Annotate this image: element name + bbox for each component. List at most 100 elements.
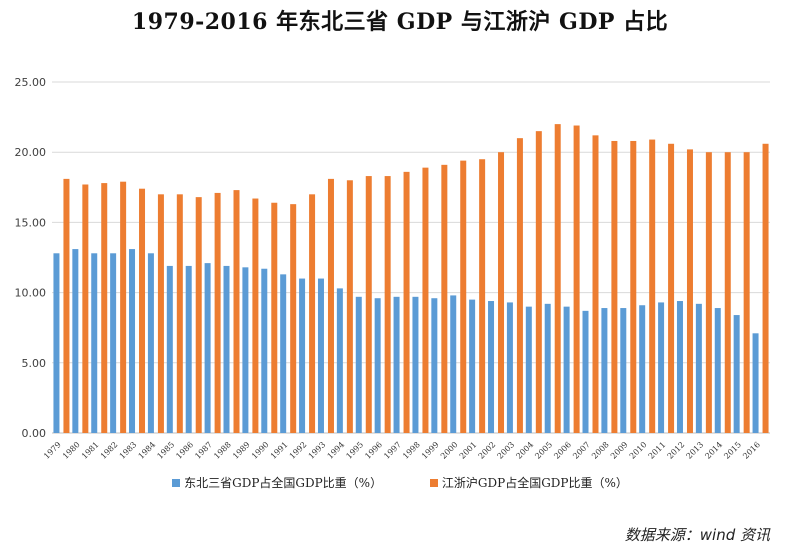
- x-tick-label: 1982: [99, 440, 120, 461]
- bar-northeast: [223, 265, 230, 433]
- x-tick-label: 2009: [609, 440, 630, 461]
- bar-northeast: [506, 302, 513, 433]
- legend-swatch-northeast: [172, 478, 181, 487]
- x-tick-label: 2011: [647, 440, 668, 461]
- bar-northeast: [563, 306, 570, 433]
- bar-jiangzhehu: [214, 192, 221, 433]
- bar-jiangzhehu: [422, 167, 429, 434]
- bar-jiangzhehu: [573, 125, 580, 434]
- bar-northeast: [336, 288, 343, 433]
- bar-northeast: [695, 303, 702, 433]
- bar-northeast: [53, 253, 60, 433]
- bar-jiangzhehu: [611, 140, 618, 433]
- bar-jiangzhehu: [668, 143, 675, 433]
- x-tick-label: 1988: [212, 440, 233, 461]
- x-tick-label: 1995: [344, 440, 365, 461]
- x-tick-label: 1991: [269, 440, 290, 461]
- bar-jiangzhehu: [252, 198, 259, 433]
- bar-jiangzhehu: [686, 149, 693, 433]
- bar-northeast: [355, 296, 362, 433]
- chart-title: 1979-2016 年东北三省 GDP 与江浙沪 GDP 占比: [131, 9, 669, 35]
- legend-label-northeast: 东北三省GDP占全国GDP比重（%）: [184, 476, 383, 490]
- bar-northeast: [280, 274, 287, 433]
- bar-jiangzhehu: [157, 194, 164, 433]
- bar-northeast: [185, 265, 192, 433]
- x-tick-label: 1993: [307, 440, 328, 461]
- bar-northeast: [261, 268, 268, 433]
- bar-jiangzhehu: [290, 204, 297, 433]
- bar-northeast: [412, 296, 419, 433]
- x-tick-label: 1997: [382, 440, 403, 461]
- x-tick-label: 1992: [288, 440, 309, 461]
- x-tick-label: 2006: [552, 440, 573, 461]
- bar-northeast: [374, 298, 381, 433]
- bar-northeast: [110, 253, 117, 433]
- legend-item-jiangzhehu: 江浙沪GDP占全国GDP比重（%）: [429, 474, 628, 491]
- bar-northeast: [639, 305, 646, 433]
- bar-jiangzhehu: [120, 181, 127, 433]
- x-tick-label: 2004: [514, 440, 535, 461]
- bar-northeast: [544, 303, 551, 433]
- y-tick-label: 5.00: [22, 357, 47, 370]
- bar-jiangzhehu: [82, 184, 89, 433]
- bar-northeast: [299, 278, 306, 433]
- bar-northeast: [488, 301, 495, 433]
- bar-northeast: [714, 308, 721, 433]
- x-tick-label: 1989: [231, 440, 252, 461]
- legend-label-jiangzhehu: 江浙沪GDP占全国GDP比重（%）: [441, 476, 628, 490]
- source-note: 数据来源：wind 资讯: [624, 526, 770, 544]
- bar-northeast: [733, 315, 740, 433]
- bar-northeast: [393, 296, 400, 433]
- x-tick-label: 2010: [628, 440, 649, 461]
- bar-northeast: [601, 308, 608, 433]
- x-tick-label: 1984: [137, 440, 158, 461]
- x-tick-label: 2003: [496, 440, 517, 461]
- y-tick-label: 10.00: [15, 287, 47, 300]
- bar-jiangzhehu: [649, 139, 656, 433]
- bar-northeast: [620, 308, 627, 433]
- bar-northeast: [450, 295, 457, 433]
- bar-northeast: [658, 302, 665, 433]
- bar-jiangzhehu: [630, 140, 637, 433]
- bar-northeast: [242, 267, 249, 433]
- bar-jiangzhehu: [441, 164, 448, 433]
- x-tick-label: 2014: [703, 440, 724, 461]
- x-tick-label: 1996: [363, 440, 384, 461]
- x-tick-label: 1981: [80, 440, 101, 461]
- bar-jiangzhehu: [479, 159, 486, 433]
- bar-jiangzhehu: [498, 152, 505, 433]
- y-tick-label: 15.00: [15, 216, 47, 229]
- bar-northeast: [582, 310, 589, 433]
- bar-northeast: [129, 249, 136, 433]
- bar-jiangzhehu: [762, 143, 769, 433]
- x-tick-label: 1983: [118, 440, 139, 461]
- x-tick-label: 1987: [193, 440, 214, 461]
- x-tick-label: 2001: [458, 440, 479, 461]
- bar-jiangzhehu: [724, 152, 731, 433]
- bar-jiangzhehu: [516, 138, 523, 433]
- bar-jiangzhehu: [592, 135, 599, 434]
- x-tick-label: 2000: [439, 440, 460, 461]
- bar-northeast: [147, 253, 154, 433]
- bar-northeast: [204, 263, 211, 433]
- bar-jiangzhehu: [63, 178, 70, 433]
- bar-northeast: [166, 265, 173, 433]
- bar-jiangzhehu: [139, 188, 146, 433]
- x-tick-label: 2012: [666, 440, 687, 461]
- bar-jiangzhehu: [309, 194, 316, 433]
- bar-jiangzhehu: [535, 131, 542, 433]
- bar-jiangzhehu: [233, 190, 240, 433]
- x-tick-label: 1990: [250, 440, 271, 461]
- x-tick-label: 2008: [590, 440, 611, 461]
- x-tick-label: 2007: [571, 440, 592, 461]
- x-tick-label: 1985: [155, 440, 176, 461]
- y-tick-label: 25.00: [15, 76, 47, 89]
- bar-jiangzhehu: [403, 171, 410, 433]
- y-tick-label: 20.00: [15, 146, 47, 159]
- bar-jiangzhehu: [743, 152, 750, 433]
- x-tick-label: 1979: [42, 440, 63, 461]
- bar-jiangzhehu: [365, 176, 372, 433]
- y-tick-label: 0.00: [22, 427, 47, 440]
- bar-jiangzhehu: [176, 194, 183, 433]
